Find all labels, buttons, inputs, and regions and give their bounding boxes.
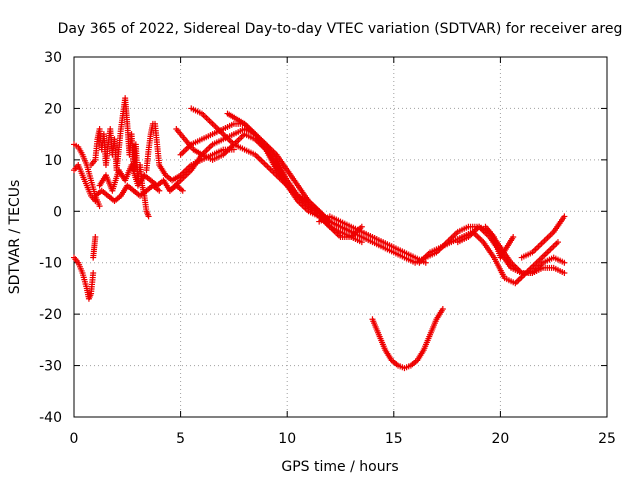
data-point xyxy=(96,203,103,210)
data-point xyxy=(561,270,568,276)
data-point xyxy=(358,239,365,246)
x-tick-label: 5 xyxy=(176,431,185,447)
y-tick-label: 30 xyxy=(44,50,62,66)
series-arc-1 xyxy=(71,141,103,210)
y-tick-label: -10 xyxy=(39,256,62,272)
series-arc-20 xyxy=(482,223,517,261)
series-arc-19 xyxy=(454,223,568,276)
data-point xyxy=(561,259,568,266)
data-point xyxy=(561,213,568,220)
y-tick-label: -20 xyxy=(39,307,62,323)
data-point xyxy=(179,187,186,194)
x-gridlines xyxy=(180,57,501,417)
series-arc-2 xyxy=(71,162,99,204)
data-point xyxy=(92,234,99,240)
series-arc-6 xyxy=(96,162,186,194)
series-arc-16 xyxy=(369,306,446,372)
x-axis-title: GPS time / hours xyxy=(281,459,398,475)
y-gridlines xyxy=(74,107,607,367)
series-arc-15 xyxy=(316,213,429,266)
data-point xyxy=(358,223,365,230)
y-axis-ticks: -40 -30 -20 -10 0 10 20 30 xyxy=(39,50,607,426)
y-tick-label: -40 xyxy=(39,410,62,426)
y-axis-title: SDTVAR / TECUs xyxy=(7,180,23,295)
x-tick-label: 20 xyxy=(491,431,509,447)
series-arc-21 xyxy=(518,213,568,261)
series-arc-7 xyxy=(92,182,163,204)
data-points xyxy=(71,95,568,372)
data-point xyxy=(230,146,237,153)
y-tick-label: -30 xyxy=(39,359,62,375)
x-tick-label: 10 xyxy=(278,431,296,447)
data-point xyxy=(510,234,517,240)
data-point xyxy=(439,306,446,312)
plot-frame xyxy=(73,56,608,418)
x-tick-label: 25 xyxy=(598,431,616,447)
data-point xyxy=(156,187,163,194)
data-point xyxy=(90,270,97,276)
y-tick-label: 10 xyxy=(44,153,62,169)
data-point xyxy=(422,259,429,266)
series-arc-11 xyxy=(188,105,365,246)
data-point xyxy=(554,239,561,246)
y-tick-label: 20 xyxy=(44,101,62,117)
x-tick-label: 15 xyxy=(385,431,403,447)
y-tick-label: 0 xyxy=(53,204,62,220)
data-point xyxy=(92,198,99,204)
data-point xyxy=(145,213,152,220)
series-arc-13 xyxy=(173,126,291,189)
chart-title: Day 365 of 2022, Sidereal Day-to-day VTE… xyxy=(58,21,623,37)
x-tick-label: 0 xyxy=(70,431,79,447)
x-axis-ticks: 0 5 10 15 20 25 xyxy=(70,57,616,447)
series-arc-4 xyxy=(90,234,99,261)
series-arc-3 xyxy=(71,254,97,302)
